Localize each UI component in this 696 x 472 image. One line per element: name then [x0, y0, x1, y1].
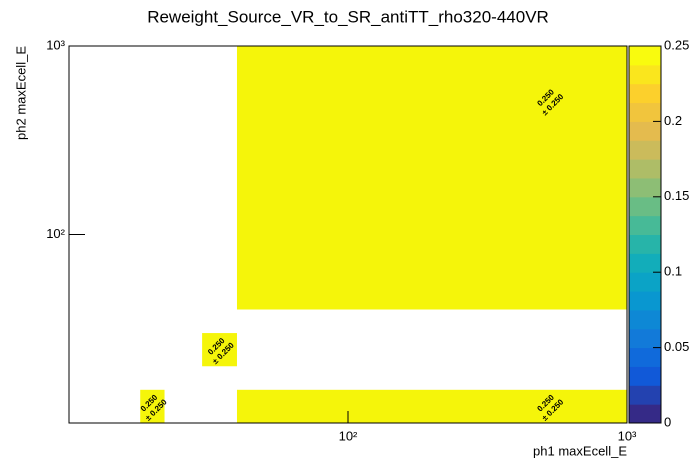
heatmap-cell: [140, 389, 165, 423]
colorbar-step: [629, 83, 661, 104]
z-tick-label: 0.2: [664, 113, 682, 128]
y-axis-label: ph2 maxEcell_E: [13, 46, 28, 140]
x-tick-label: 10²: [339, 428, 358, 443]
z-tick-label: 0.1: [664, 264, 682, 279]
chart-title: Reweight_Source_VR_to_SR_antiTT_rho320-4…: [147, 7, 549, 26]
colorbar-step: [629, 328, 661, 349]
colorbar-step: [629, 159, 661, 179]
x-axis-label: ph1 maxEcell_E: [533, 443, 627, 458]
colorbar-step: [629, 404, 661, 424]
colorbar-step: [629, 347, 661, 367]
colorbar-step: [629, 385, 661, 405]
heatmap-cell: [202, 333, 237, 367]
y-tick-label: 10³: [46, 37, 65, 52]
colorbar-step: [629, 64, 661, 85]
colorbar-step: [629, 121, 661, 141]
heatmap-cell: [236, 389, 627, 423]
colorbar-step: [629, 291, 661, 311]
z-tick-label: 0.15: [664, 188, 689, 203]
colorbar-step: [629, 102, 661, 122]
colorbar-step: [629, 215, 661, 235]
heatmap-cell: [236, 46, 627, 310]
colorbar-step: [629, 309, 661, 330]
colorbar-step: [629, 253, 661, 273]
colorbar-step: [629, 234, 661, 254]
y-tick-label: 10²: [46, 226, 65, 241]
colorbar-step: [629, 196, 661, 217]
z-tick-label: 0.25: [664, 37, 689, 52]
z-tick-label: 0.05: [664, 339, 689, 354]
colorbar-step: [629, 272, 661, 292]
z-tick-label: 0: [664, 414, 671, 429]
colorbar-step: [629, 177, 661, 198]
x-tick-label: 10³: [618, 428, 637, 443]
colorbar-frame: [628, 45, 662, 424]
colorbar-step: [629, 140, 661, 160]
colorbar-step: [629, 46, 661, 66]
colorbar-step: [629, 366, 661, 386]
